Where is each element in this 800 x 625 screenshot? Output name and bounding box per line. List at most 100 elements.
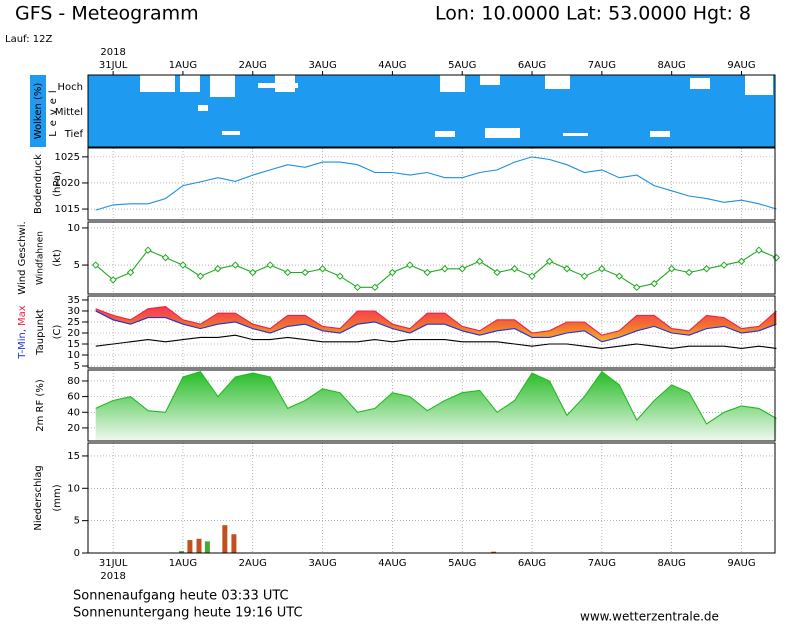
rh-area: [95, 371, 777, 441]
x-tick-label-bottom: 7AUG: [588, 558, 616, 569]
bar: [187, 540, 193, 553]
level-label: Hoch: [58, 82, 83, 93]
x-tick-label-bottom: 31JUL: [99, 558, 128, 569]
point: [161, 253, 170, 262]
series-line: [95, 310, 777, 343]
bar: [231, 534, 237, 553]
x-tick-label-top: 31JUL: [99, 60, 128, 71]
y-tick-label: 35: [67, 295, 80, 306]
bar: [179, 551, 185, 553]
x-tick-label-top: 8AUG: [658, 60, 686, 71]
point: [179, 261, 187, 269]
point: [353, 283, 362, 292]
legend-entry: T-Min,: [17, 329, 28, 360]
point: [667, 265, 676, 273]
point: [388, 268, 397, 277]
point: [528, 272, 536, 280]
y-tick-label: 20: [67, 328, 80, 339]
point: [720, 261, 728, 269]
point: [493, 268, 501, 277]
panel-frame: [87, 147, 776, 221]
panel-frame: [87, 221, 776, 295]
point: [214, 265, 222, 273]
point: [475, 257, 484, 266]
x-tick-label-bottom: 2AUG: [239, 558, 267, 569]
point: [685, 268, 693, 277]
x-tick-label-top: 3AUG: [308, 60, 336, 71]
point: [406, 261, 414, 269]
x-tick-label-bottom: 5AUG: [448, 558, 476, 569]
run: Lauf: 12Z: [5, 34, 52, 45]
y-tick-label: 15: [67, 451, 80, 462]
series-line: [95, 370, 777, 425]
y-unit: (C): [52, 325, 63, 340]
x-tick-label-bottom: 6AUG: [518, 558, 546, 569]
point: [633, 283, 641, 292]
cloud-label: Wolken (%): [33, 83, 44, 140]
level-title: Level: [48, 85, 59, 136]
x-tick-label-top: 6AUG: [518, 60, 546, 71]
point: [336, 272, 344, 280]
point: [301, 268, 309, 277]
panel-frame: [87, 369, 776, 442]
x-tick-label-bottom: 3AUG: [308, 558, 336, 569]
level-label: Mittel: [55, 107, 83, 118]
sunrise: Sonnenaufgang heute 03:33 UTC: [73, 589, 289, 604]
point: [755, 246, 763, 254]
title: GFS - Meteogramm: [15, 3, 199, 25]
y-tick-label: 20: [67, 423, 80, 434]
point: [772, 253, 781, 262]
y-tick-label: 0: [74, 548, 80, 559]
y-tick-label: 40: [67, 407, 80, 418]
x-tick-label-bottom: 8AUG: [658, 558, 686, 569]
y-label: Niederschlag: [33, 465, 44, 530]
point: [650, 279, 658, 288]
y-unit: (mm): [52, 484, 63, 511]
point: [598, 265, 606, 273]
point: [91, 261, 100, 269]
point: [196, 272, 205, 280]
year-bottom: 2018: [100, 571, 125, 582]
point: [266, 261, 274, 269]
x-tick-label-top: 7AUG: [588, 60, 616, 71]
panel-frame: [87, 74, 776, 148]
point: [423, 268, 432, 277]
y-tick-label: 10: [67, 483, 80, 494]
x-tick-label-top: 4AUG: [378, 60, 406, 71]
panel-frame: [87, 295, 776, 369]
x-tick-label-top: 5AUG: [448, 60, 476, 71]
point: [318, 265, 327, 273]
point: [615, 272, 624, 280]
series-line: [95, 334, 777, 349]
point: [283, 268, 292, 277]
x-tick-label-bottom: 9AUG: [727, 558, 755, 569]
year-top: 2018: [100, 47, 125, 58]
y-tick-label: 5: [74, 361, 80, 372]
series-line: [95, 156, 777, 211]
y-tick-label: 10: [67, 350, 80, 361]
series-line: [95, 306, 777, 336]
y-tick-label: 1020: [55, 178, 80, 189]
legend-entry: Wind Geschwi.: [17, 221, 28, 294]
point: [580, 272, 589, 280]
y-tick-label: 30: [67, 306, 80, 317]
cloud-blobs: [140, 75, 773, 138]
point: [231, 261, 240, 269]
x-tick-label-bottom: 1AUG: [169, 558, 197, 569]
bar: [491, 551, 497, 553]
point: [563, 265, 571, 273]
bar: [204, 541, 210, 553]
y-tick-label: 10: [67, 223, 80, 234]
point: [126, 268, 135, 277]
legend-entry: 2m RF (%): [35, 379, 46, 432]
y-tick-label: 80: [67, 376, 80, 387]
cloud-label-bg: [30, 75, 46, 147]
y-unit: (kt): [52, 249, 63, 267]
location: Lon: 10.0000 Lat: 53.0000 Hgt: 8: [435, 3, 751, 25]
point: [371, 283, 379, 292]
y-tick-label: 1015: [55, 204, 80, 215]
y-tick-label: 5: [74, 516, 80, 527]
bar: [196, 538, 202, 553]
point: [702, 265, 711, 273]
